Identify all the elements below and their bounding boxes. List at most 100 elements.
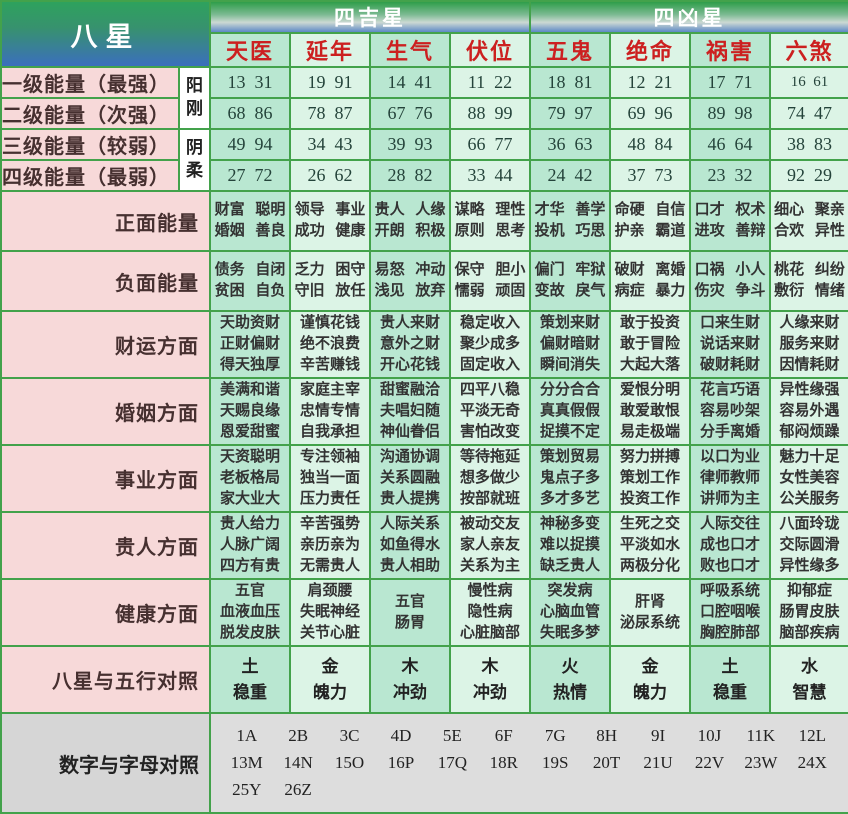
aspect-cell: 努力拼搏 策划工作 投资工作: [609, 444, 691, 513]
letter-pair: 13M: [230, 753, 263, 772]
energy-level-1-label: 一级能量（最强）: [0, 66, 180, 99]
row-label-health: 健康方面: [0, 578, 211, 647]
aspect-cell: 谨慎花钱 绝不浪费 辛苦赚钱: [289, 310, 371, 379]
letter-pair: 22V: [694, 753, 725, 772]
header-eight-stars: 八星: [0, 0, 211, 68]
aspect-cell: 专注领袖 独当一面 压力责任: [289, 444, 371, 513]
aspect-cell: 策划贸易 鬼点子多 多才多艺: [529, 444, 611, 513]
energy-value-cell: 17 71: [689, 66, 771, 99]
energy-value-cell: 12 21: [609, 66, 691, 99]
letter-pair: 10J: [697, 726, 722, 745]
energy-value-cell: 24 42: [529, 159, 611, 192]
letter-pair: 24X: [797, 753, 827, 772]
star-header-wugui: 五鬼: [529, 32, 611, 68]
aspect-cell: 领导 事业 成功 健康: [289, 190, 371, 252]
aspect-cell: 魅力十足 女性美容 公关服务: [769, 444, 848, 513]
energy-value-cell: 89 98: [689, 97, 771, 130]
aspect-cell: 花言巧语 容易吵架 分手离婚: [689, 377, 771, 446]
aspect-cell: 慢性病 隐性病 心脏脑部: [449, 578, 531, 647]
letter-pair: 25Y: [232, 780, 262, 799]
energy-value-cell: 39 93: [369, 128, 451, 161]
row-label-number-letter-map: 数字与字母对照: [0, 712, 211, 814]
aspect-cell: 口才 权术 进攻 善辩: [689, 190, 771, 252]
aspect-cell: 抑郁症 肠胃皮肤 脑部疾病: [769, 578, 848, 647]
aspect-cell: 以口为业 律师教师 讲师为主: [689, 444, 771, 513]
star-header-shengqi: 生气: [369, 32, 451, 68]
aspect-cell: 分分合合 真真假假 捉摸不定: [529, 377, 611, 446]
letter-pair: 15O: [334, 753, 365, 772]
aspect-cell: 爱恨分明 敢爱敢恨 易走极端: [609, 377, 691, 446]
aspect-cell: 异性缘强 容易外遇 郁闷烦躁: [769, 377, 848, 446]
aspect-cell: 保守 胆小 懦弱 顽固: [449, 250, 531, 312]
element-cell: 木 冲劲: [369, 645, 451, 714]
star-header-yannian: 延年: [289, 32, 371, 68]
aspect-cell: 等待拖延 想多做少 按部就班: [449, 444, 531, 513]
energy-value-cell: 38 83: [769, 128, 848, 161]
energy-value-cell: 69 96: [609, 97, 691, 130]
letter-pair: 1A: [236, 726, 258, 745]
energy-value-cell: 23 32: [689, 159, 771, 192]
letter-pair: 26Z: [284, 780, 312, 799]
energy-value-cell: 36 63: [529, 128, 611, 161]
energy-value-cell: 79 97: [529, 97, 611, 130]
letter-pair: 11K: [746, 726, 776, 745]
letter-pair: 18R: [489, 753, 518, 772]
energy-value-cell: 34 43: [289, 128, 371, 161]
star-header-tianyi: 天医: [209, 32, 291, 68]
energy-value-cell: 46 64: [689, 128, 771, 161]
letter-pair: 3C: [339, 726, 360, 745]
aspect-cell: 八面玲珑 交际圆滑 异性缘多: [769, 511, 848, 580]
element-cell: 水 智慧: [769, 645, 848, 714]
aspect-cell: 命硬 自信 护亲 霸道: [609, 190, 691, 252]
energy-value-cell: 37 73: [609, 159, 691, 192]
row-label-five-elements: 八星与五行对照: [0, 645, 211, 714]
aspect-cell: 天资聪明 老板格局 家大业大: [209, 444, 291, 513]
row-label-wealth: 财运方面: [0, 310, 211, 379]
letter-pair: 20T: [592, 753, 621, 772]
aspect-cell: 被动交友 家人亲友 关系为主: [449, 511, 531, 580]
aspect-cell: 偏门 牢狱 变故 戾气: [529, 250, 611, 312]
energy-value-cell: 74 47: [769, 97, 848, 130]
aspect-cell: 甜蜜融洽 夫唱妇随 神仙眷侣: [369, 377, 451, 446]
star-header-fuwei: 伏位: [449, 32, 531, 68]
energy-value-cell: 27 72: [209, 159, 291, 192]
energy-value-cell: 28 82: [369, 159, 451, 192]
energy-value-cell: 88 99: [449, 97, 531, 130]
row-label-marriage: 婚姻方面: [0, 377, 211, 446]
energy-value-cell: 16 61: [769, 66, 848, 99]
element-cell: 木 冲劲: [449, 645, 531, 714]
aspect-cell: 破财 离婚 病症 暴力: [609, 250, 691, 312]
aspect-cell: 天助资财 正财偏财 得天独厚: [209, 310, 291, 379]
aspect-cell: 稳定收入 聚少成多 固定收入: [449, 310, 531, 379]
aspect-cell: 肩颈腰 失眠神经 关节心脏: [289, 578, 371, 647]
aspect-cell: 贵人给力 人脉广阔 四方有贵: [209, 511, 291, 580]
energy-level-2-label: 二级能量（次强）: [0, 97, 180, 130]
aspect-cell: 易怒 冲动 浅见 放弃: [369, 250, 451, 312]
aspect-cell: 桃花 纠纷 敷衍 情绪: [769, 250, 848, 312]
element-cell: 火 热情: [529, 645, 611, 714]
number-letter-map-area: 1A 2B 3C 4D 5E 6F 7G 8H 9I 10J 11K 12L 1…: [209, 712, 848, 814]
energy-level-3-label: 三级能量（较弱）: [0, 128, 180, 161]
aspect-cell: 辛苦强势 亲历亲为 无需贵人: [289, 511, 371, 580]
row-label-benefactor: 贵人方面: [0, 511, 211, 580]
letter-pair: 23W: [744, 753, 778, 772]
star-header-liusha: 六煞: [769, 32, 848, 68]
element-cell: 金 魄力: [609, 645, 691, 714]
element-cell: 金 魄力: [289, 645, 371, 714]
number-letter-grid: 1A 2B 3C 4D 5E 6F 7G 8H 9I 10J 11K 12L 1…: [212, 718, 847, 808]
element-cell: 土 稳重: [209, 645, 291, 714]
aspect-cell: 才华 善学 投机 巧思: [529, 190, 611, 252]
star-header-huohai: 祸害: [689, 32, 771, 68]
energy-value-cell: 49 94: [209, 128, 291, 161]
aspect-cell: 美满和谐 天赐良缘 恩爱甜蜜: [209, 377, 291, 446]
letter-pair: 16P: [387, 753, 415, 772]
letter-pair: 12L: [798, 726, 826, 745]
row-label-negative-energy: 负面能量: [0, 250, 211, 312]
energy-value-cell: 18 81: [529, 66, 611, 99]
aspect-cell: 四平八稳 平淡无奇 害怕改变: [449, 377, 531, 446]
energy-value-cell: 68 86: [209, 97, 291, 130]
aspect-cell: 沟通协调 关系圆融 贵人提携: [369, 444, 451, 513]
aspect-cell: 人缘来财 服务来财 因情耗财: [769, 310, 848, 379]
